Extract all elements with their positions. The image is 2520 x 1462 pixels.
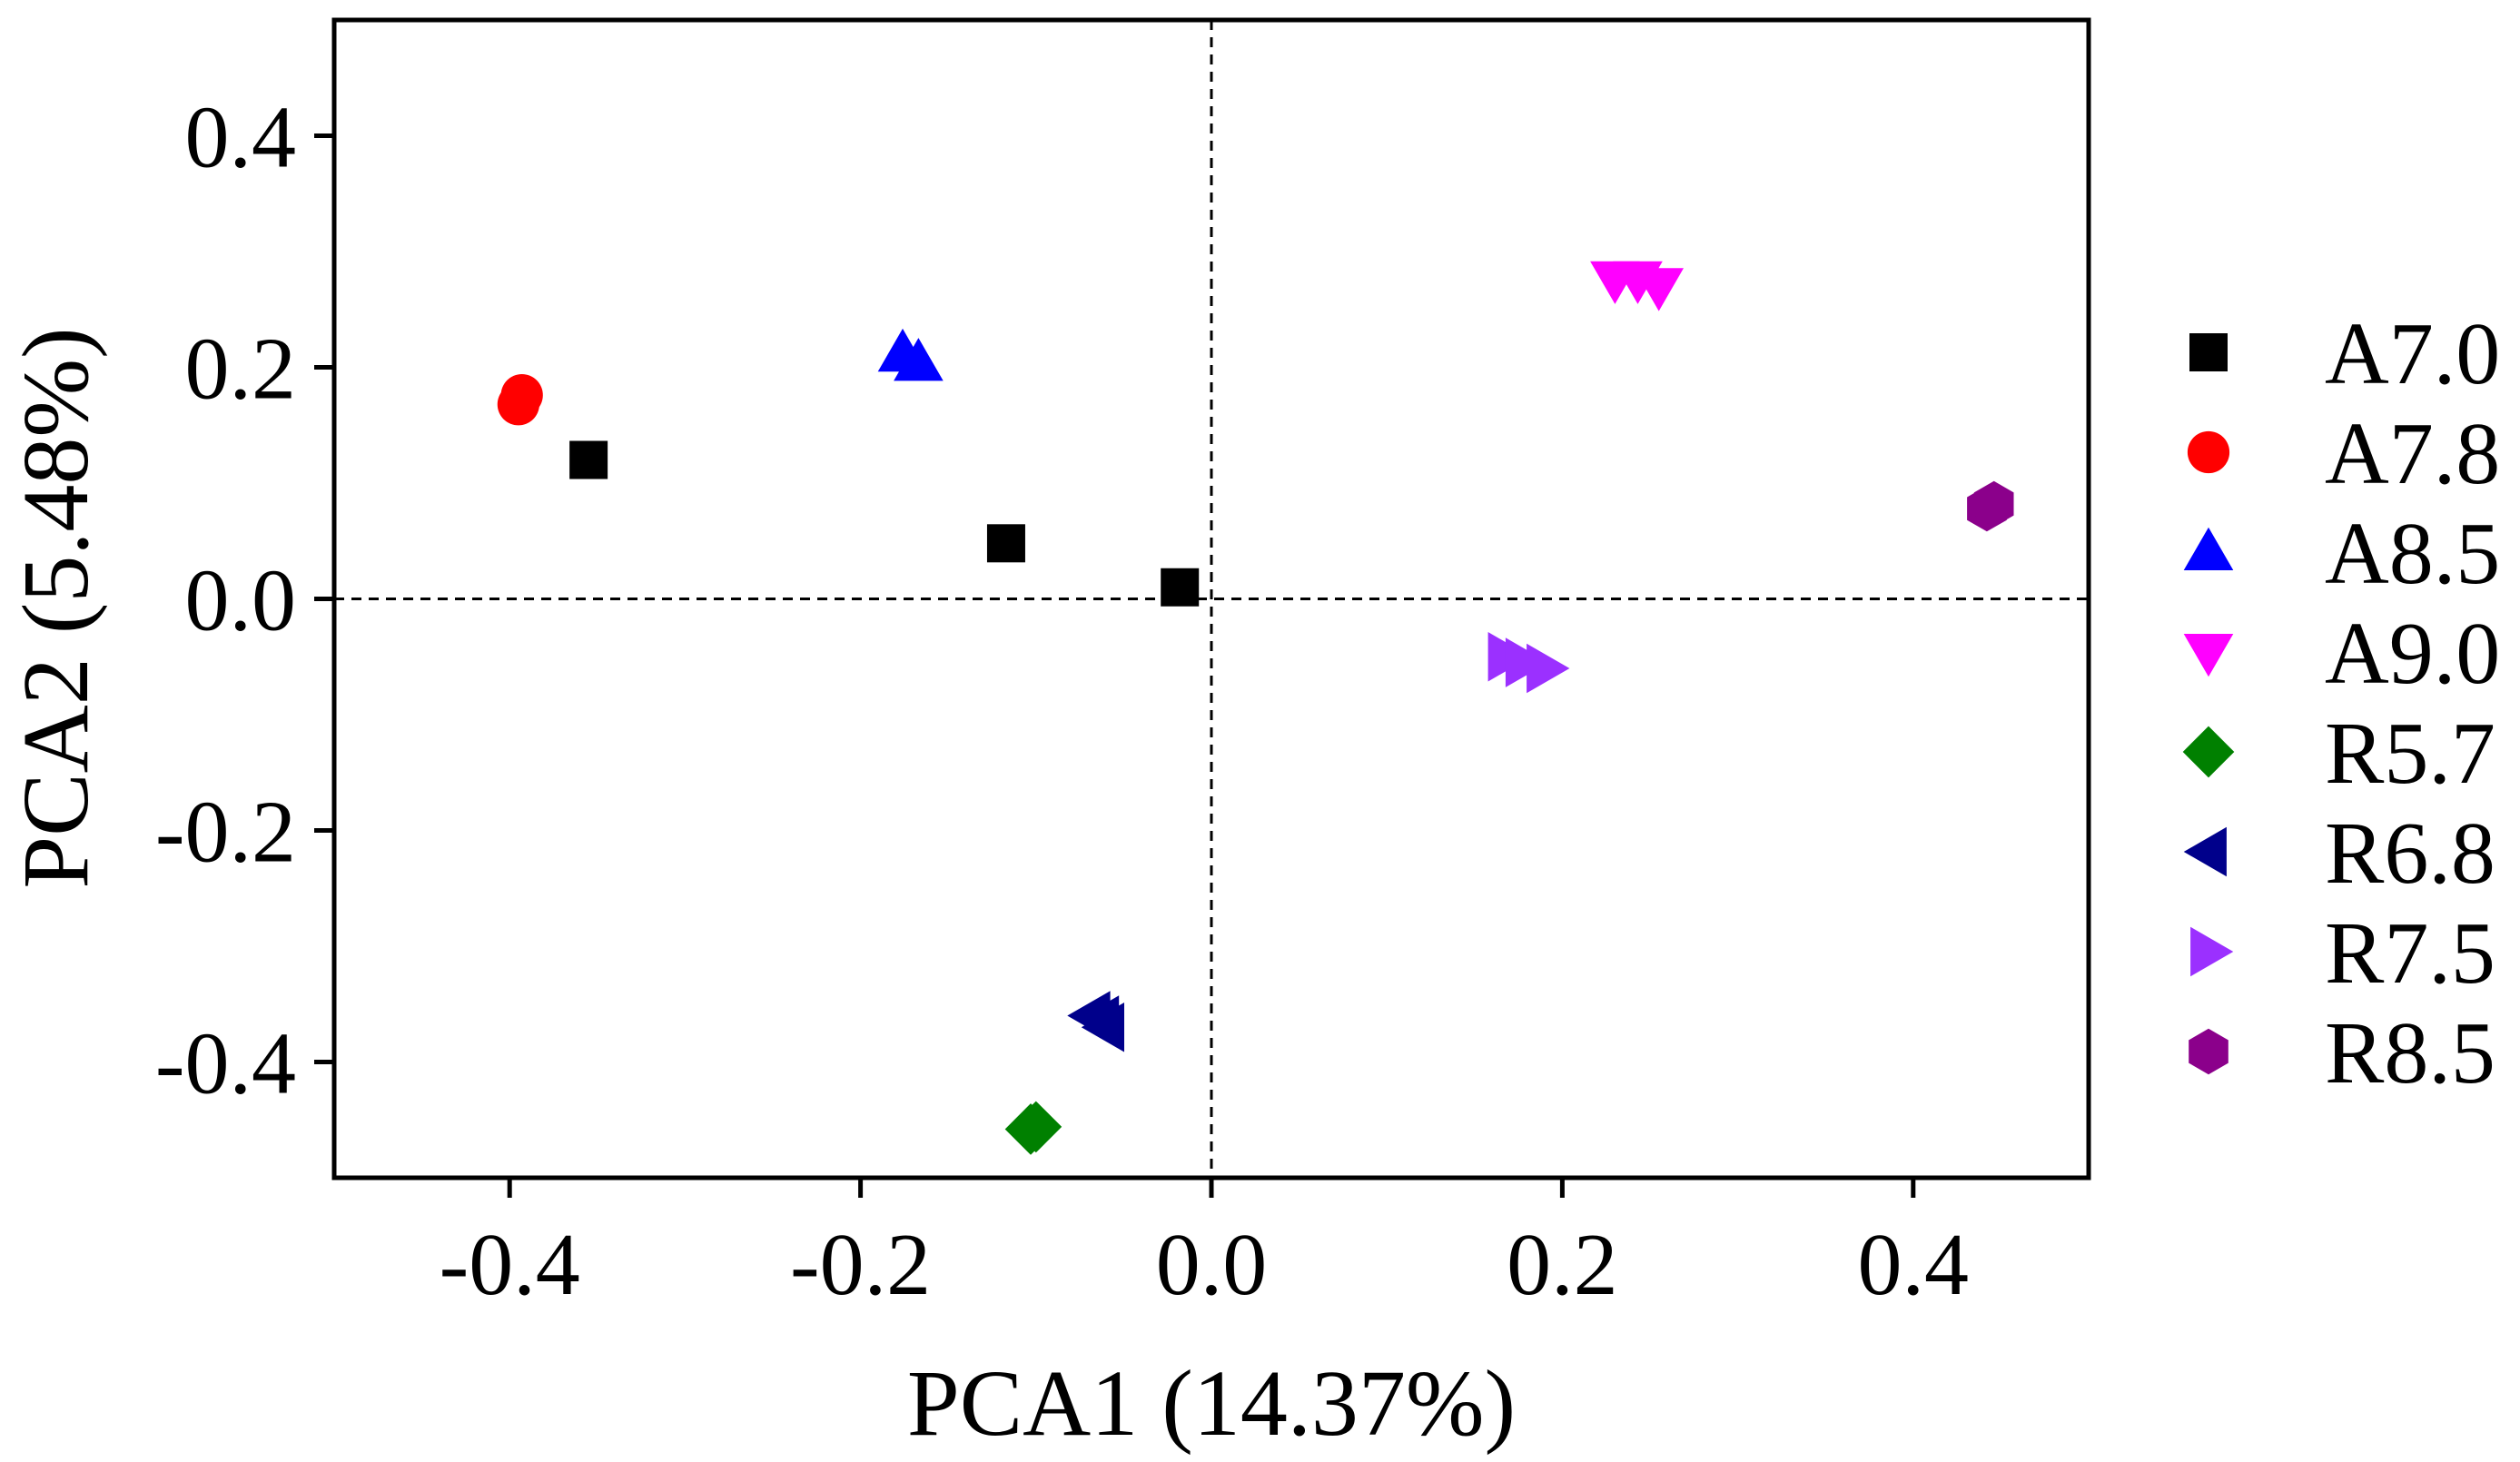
legend-label-a8-5: A8.5 — [2325, 505, 2500, 603]
legend-label-a7-8: A7.8 — [2325, 405, 2500, 503]
data-point-a7-8-2 — [500, 374, 543, 417]
data-point-a7-0-3 — [1161, 568, 1200, 607]
legend: A7.0A7.8A8.5A9.0R5.7R6.8R7.5R8.5 — [2182, 305, 2500, 1102]
legend-label-r6-8: R6.8 — [2325, 805, 2495, 903]
data-point-a8-5-2 — [894, 338, 944, 381]
legend-label-r5-7: R5.7 — [2325, 705, 2495, 803]
data-point-r6-8-3 — [1076, 995, 1120, 1045]
legend-label-a9-0: A9.0 — [2325, 605, 2500, 703]
legend-marker-r6-8 — [2183, 826, 2227, 877]
legend-marker-r7-5 — [2190, 926, 2234, 977]
plot-area — [334, 20, 2089, 1178]
legend-marker-a7-8 — [2187, 430, 2230, 474]
x-tick-label: 0.2 — [1507, 1216, 1618, 1314]
legend-label-a7-0: A7.0 — [2325, 305, 2500, 403]
legend-label-r7-5: R7.5 — [2325, 904, 2495, 1003]
y-tick-label: -0.2 — [155, 784, 296, 882]
data-point-r8-5-2 — [1973, 480, 2014, 528]
legend-marker-r5-7 — [2182, 726, 2235, 778]
legend-marker-a7-0 — [2189, 333, 2228, 371]
y-tick-label: 0.4 — [185, 89, 297, 187]
axes: -0.4 -0.2 0.0 0.2 0.4 -0.4 -0.2 0.0 0.2 0.4 PCA1 (… — [4, 17, 2091, 1456]
x-tick-label: -0.2 — [790, 1216, 931, 1314]
data-point-a9-0-3 — [1613, 261, 1663, 304]
legend-marker-a8-5 — [2183, 527, 2234, 570]
legend-label-r8-5: R8.5 — [2325, 1004, 2495, 1102]
legend-marker-a9-0 — [2183, 634, 2234, 677]
y-axis-title: PCA2 (5.48%) — [4, 327, 108, 888]
data-point-a7-0-1 — [569, 440, 608, 479]
x-axis-title: PCA1 (14.37%) — [907, 1351, 1516, 1456]
y-tick-label: 0.0 — [185, 552, 297, 650]
x-tick-label: 0.4 — [1858, 1216, 1970, 1314]
data-point-a7-0-2 — [986, 524, 1025, 563]
y-tick-label: 0.2 — [185, 321, 297, 419]
y-tick-label: -0.4 — [155, 1015, 296, 1113]
x-tick-label: 0.0 — [1156, 1216, 1268, 1314]
data-point-r5-7-2 — [1010, 1101, 1062, 1153]
legend-marker-r8-5 — [2189, 1028, 2228, 1075]
data-point-r7-5-3 — [1527, 643, 1570, 694]
x-tick-label: -0.4 — [440, 1216, 580, 1314]
